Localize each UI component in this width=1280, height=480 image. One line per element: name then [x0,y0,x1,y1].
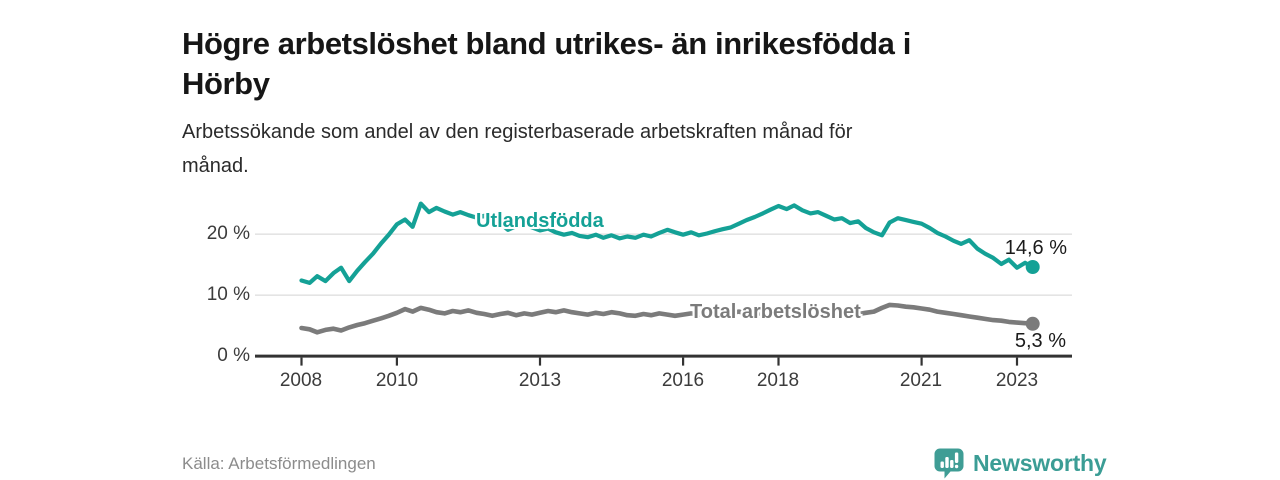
x-axis-label-2010: 2010 [375,370,419,391]
bar-chart-speech-bubble-icon [934,448,964,479]
title-line-1: Högre arbetslöshet bland utrikes- än inr… [182,25,911,61]
x-axis-label-2018: 2018 [756,370,800,391]
title-line-2: Hörby [182,65,270,101]
source-note: Källa: Arbetsförmedlingen [182,454,376,473]
x-axis-label-2021: 2021 [899,370,943,391]
end-dot-utlandsfodda [1025,260,1040,274]
end-dot-total-arbetsloshet [1025,316,1040,331]
series-line-total-arbetsloshet [299,302,1035,335]
series-label-utlandsfodda: Utlandsfödda [476,210,604,232]
x-axis-label-2013: 2013 [518,370,562,391]
end-value-label-total-arbetsloshet: 5,3 % [1014,330,1066,352]
x-axis-label-2008: 2008 [279,370,323,391]
x-axis-label-2023: 2023 [995,370,1039,391]
y-axis-label-0: 0 % [217,345,250,366]
series-label-total-arbetsloshet: Total arbetslöshet [690,301,861,323]
y-axis-label-10: 10 % [206,284,250,305]
x-axis-label-2016: 2016 [661,370,705,391]
y-axis-label-20: 20 % [206,223,250,244]
subtitle-line-2: månad. [182,155,249,177]
series-line-utlandsfodda [299,201,1035,285]
subtitle-line-1: Arbetssökande som andel av den registerb… [182,121,853,143]
chart-subtitle: Arbetssökande som andel av den registerb… [182,115,852,183]
newsworthy-logo[interactable]: Newsworthy [932,446,1107,480]
page-title: Högre arbetslöshet bland utrikes- än inr… [182,24,911,104]
newsworthy-logo-text: Newsworthy [973,450,1107,476]
end-value-label-utlandsfodda: 14,6 % [1004,237,1067,259]
